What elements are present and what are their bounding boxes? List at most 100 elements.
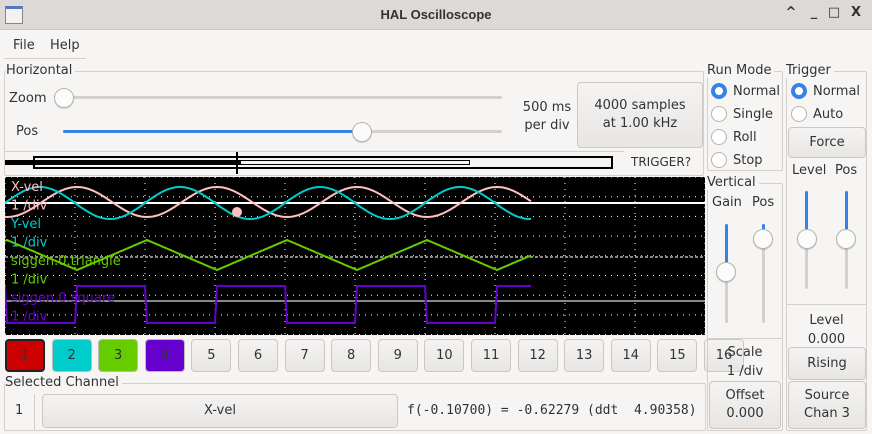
run-mode-option-normal[interactable]: Normal xyxy=(711,83,780,99)
selected-channel-number: 1 xyxy=(15,403,24,418)
channel-button-8[interactable]: 8 xyxy=(331,339,372,372)
radio-icon[interactable] xyxy=(711,129,727,145)
trigger-pos-label: Pos xyxy=(835,163,858,178)
trigger-level-readout: Level 0.000 xyxy=(786,311,867,349)
vertical-pos-slider[interactable] xyxy=(762,224,765,323)
level-value: 0.000 xyxy=(807,332,846,347)
sample-rate: at 1.00 kHz xyxy=(602,116,678,131)
offset-button[interactable]: Offset 0.000 xyxy=(709,381,781,429)
gain-fill xyxy=(725,224,728,272)
trace-scale-label: 1 /div xyxy=(11,273,48,288)
vertical-label: Vertical xyxy=(707,175,759,190)
option-label: Normal xyxy=(733,83,781,99)
trigger-status: TRIGGER? xyxy=(631,155,692,169)
divider xyxy=(708,338,782,339)
window-title: HAL Oscilloscope xyxy=(380,7,492,22)
edge-button[interactable]: Rising xyxy=(788,347,866,380)
trace-x-vel xyxy=(5,185,532,219)
channel-button-2[interactable]: 2 xyxy=(51,339,92,372)
trigger-mode-option-auto[interactable]: Auto xyxy=(791,106,843,122)
channel-readout: f(-0.10700) = -0.62279 (ddt 4.90358) xyxy=(407,403,697,418)
radio-icon[interactable] xyxy=(791,83,807,99)
gain-label: Gain xyxy=(712,195,742,210)
maximize-button[interactable]: □ xyxy=(827,5,841,20)
cursor-marker[interactable] xyxy=(232,207,242,217)
zoom-label: Zoom xyxy=(9,91,47,106)
channel-button-5[interactable]: 5 xyxy=(191,339,232,372)
radio-icon[interactable] xyxy=(711,106,727,122)
zoom-slider[interactable] xyxy=(63,96,502,99)
record-fill xyxy=(5,160,240,165)
timebase-value: 500 ms xyxy=(522,100,572,115)
channel-button-4[interactable]: 4 xyxy=(144,339,185,372)
channel-name: X-vel xyxy=(204,403,236,418)
trigger-pos-fill xyxy=(845,191,848,239)
oscilloscope-display[interactable]: X-vel 1 /div Y-vel 1 /div siggen.0.triangle 1… xyxy=(5,177,705,335)
vertical-pos-handle[interactable] xyxy=(753,229,773,249)
selected-channel-frame xyxy=(4,383,706,431)
channel-button-9[interactable]: 9 xyxy=(377,339,418,372)
channel-button-10[interactable]: 10 xyxy=(424,339,465,372)
edge-label: Rising xyxy=(807,355,847,371)
option-label: Stop xyxy=(733,152,763,168)
trace-scale-label: 1 /div xyxy=(11,310,48,325)
channel-button-14[interactable]: 14 xyxy=(610,339,651,372)
trigger-level-fill xyxy=(805,191,808,239)
offset-value: 0.000 xyxy=(726,406,764,421)
channel-button-15[interactable]: 15 xyxy=(657,339,698,372)
option-label: Single xyxy=(733,106,773,122)
channel-button-6[interactable]: 6 xyxy=(238,339,278,372)
close-button[interactable]: X xyxy=(850,5,862,20)
channel-name-button[interactable]: X-vel xyxy=(42,394,398,428)
option-label: Normal xyxy=(813,83,861,99)
channel-button-16[interactable]: 16 xyxy=(704,339,744,372)
trace-square xyxy=(5,285,531,324)
run-mode-option-single[interactable]: Single xyxy=(711,106,773,122)
source-label: Source xyxy=(804,388,850,403)
pos-slider-handle[interactable] xyxy=(352,122,372,142)
trigger-mode-option-normal[interactable]: Normal xyxy=(791,83,860,99)
trigger-label: Trigger xyxy=(786,63,834,78)
title-bar: HAL Oscilloscope ^ _ □ X xyxy=(0,0,872,30)
trace-scale-label: 1 /div xyxy=(11,236,48,251)
menu-divider xyxy=(4,58,86,59)
zoom-slider-handle[interactable] xyxy=(54,88,74,108)
trigger-level-handle[interactable] xyxy=(797,229,817,249)
channel-button-12[interactable]: 12 xyxy=(517,339,558,372)
shade-button[interactable]: ^ xyxy=(785,5,797,20)
offset-label: Offset xyxy=(725,388,765,403)
menu-file[interactable]: File xyxy=(13,38,35,53)
radio-icon[interactable] xyxy=(791,106,807,122)
trigger-level-label: Level xyxy=(792,163,827,178)
radio-icon[interactable] xyxy=(711,152,727,168)
source-button[interactable]: Source Chan 3 xyxy=(788,381,866,429)
level-caption: Level xyxy=(809,313,844,328)
divider xyxy=(34,394,35,430)
channel-button-7[interactable]: 7 xyxy=(284,339,325,372)
divider xyxy=(787,304,866,305)
force-label: Force xyxy=(809,134,845,150)
channel-button-13[interactable]: 13 xyxy=(564,339,605,372)
samples-button[interactable]: 4000 samples at 1.00 kHz xyxy=(577,82,703,148)
channel-button-11[interactable]: 11 xyxy=(471,339,511,372)
horizontal-label: Horizontal xyxy=(6,63,76,78)
run-mode-option-roll[interactable]: Roll xyxy=(711,129,757,145)
menu-help[interactable]: Help xyxy=(50,38,80,53)
horizontal-frame xyxy=(4,71,704,176)
minimize-button[interactable]: _ xyxy=(810,5,818,20)
force-button[interactable]: Force xyxy=(788,127,866,158)
timebase-unit: per div xyxy=(524,118,570,133)
trace-y-vel xyxy=(5,186,531,220)
trace-name-label: Y-vel xyxy=(10,217,41,232)
trace-name-label: siggen.0.square xyxy=(11,291,115,306)
run-mode-option-stop[interactable]: Stop xyxy=(711,152,763,168)
scale-label: Scale xyxy=(727,345,763,360)
trigger-pos-handle[interactable] xyxy=(836,229,856,249)
gain-handle[interactable] xyxy=(716,262,736,282)
channel-button-1[interactable]: 1 xyxy=(5,339,45,372)
radio-icon[interactable] xyxy=(711,83,727,99)
pos-label: Pos xyxy=(16,124,39,139)
record-position-bar[interactable] xyxy=(4,151,624,174)
channel-button-3[interactable]: 3 xyxy=(98,339,139,372)
source-value: Chan 3 xyxy=(804,406,850,421)
